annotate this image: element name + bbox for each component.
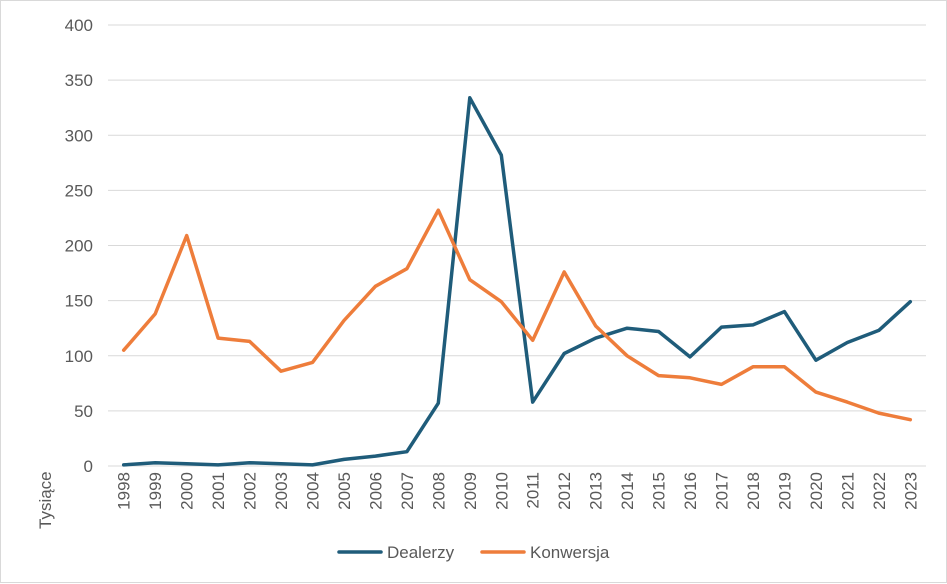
x-tick-label: 2012 xyxy=(555,472,574,510)
x-tick-label: 2000 xyxy=(178,472,197,510)
x-tick-label: 2016 xyxy=(681,472,700,510)
y-tick-label: 150 xyxy=(65,292,93,311)
x-tick-label: 2007 xyxy=(398,472,417,510)
y-tick-label: 400 xyxy=(65,16,93,35)
y-tick-label: 300 xyxy=(65,126,93,145)
legend: Dealerzy Konwersja xyxy=(337,543,610,562)
y-axis-title: Tysiące xyxy=(36,471,55,529)
y-tick-label: 50 xyxy=(74,402,93,421)
x-tick-label: 2019 xyxy=(775,472,794,510)
y-tick-label: 200 xyxy=(65,237,93,256)
legend-label: Dealerzy xyxy=(387,543,455,562)
y-axis-ticks: 0 50 100 150 200 250 300 350 400 xyxy=(65,16,93,476)
x-tick-label: 2002 xyxy=(241,472,260,510)
x-tick-label: 2020 xyxy=(807,472,826,510)
x-tick-label: 2014 xyxy=(618,472,637,510)
x-tick-label: 2013 xyxy=(587,472,606,510)
x-tick-label: 2011 xyxy=(524,472,543,509)
series-lines xyxy=(121,96,913,467)
x-tick-label: 2005 xyxy=(335,472,354,510)
x-tick-label: 2006 xyxy=(366,472,385,510)
x-tick-label: 2010 xyxy=(492,472,511,510)
series-line-dealerzy xyxy=(121,96,913,467)
x-tick-label: 2009 xyxy=(461,472,480,510)
x-tick-label: 2023 xyxy=(901,472,920,510)
x-tick-label: 2021 xyxy=(838,472,857,510)
x-tick-label: 1998 xyxy=(115,472,134,510)
y-tick-label: 0 xyxy=(84,457,93,476)
x-axis-ticks: 1998 1999 2000 2001 2002 2003 2004 2005 2006 2007… xyxy=(115,472,921,510)
legend-label: Konwersja xyxy=(530,543,610,562)
gridlines xyxy=(108,24,926,412)
x-tick-label: 2001 xyxy=(209,472,228,510)
x-tick-label: 2015 xyxy=(650,472,669,510)
x-tick-label: 1999 xyxy=(146,472,165,510)
y-tick-label: 350 xyxy=(65,71,93,90)
x-tick-label: 2022 xyxy=(870,472,889,510)
x-tick-label: 2017 xyxy=(713,472,732,510)
x-tick-label: 2004 xyxy=(304,472,323,510)
y-tick-label: 250 xyxy=(65,181,93,200)
x-tick-label: 2018 xyxy=(744,472,763,510)
y-tick-label: 100 xyxy=(65,347,93,366)
x-tick-label: 2003 xyxy=(272,472,291,510)
series-line-konwersja xyxy=(121,208,913,422)
x-tick-label: 2008 xyxy=(429,472,448,510)
